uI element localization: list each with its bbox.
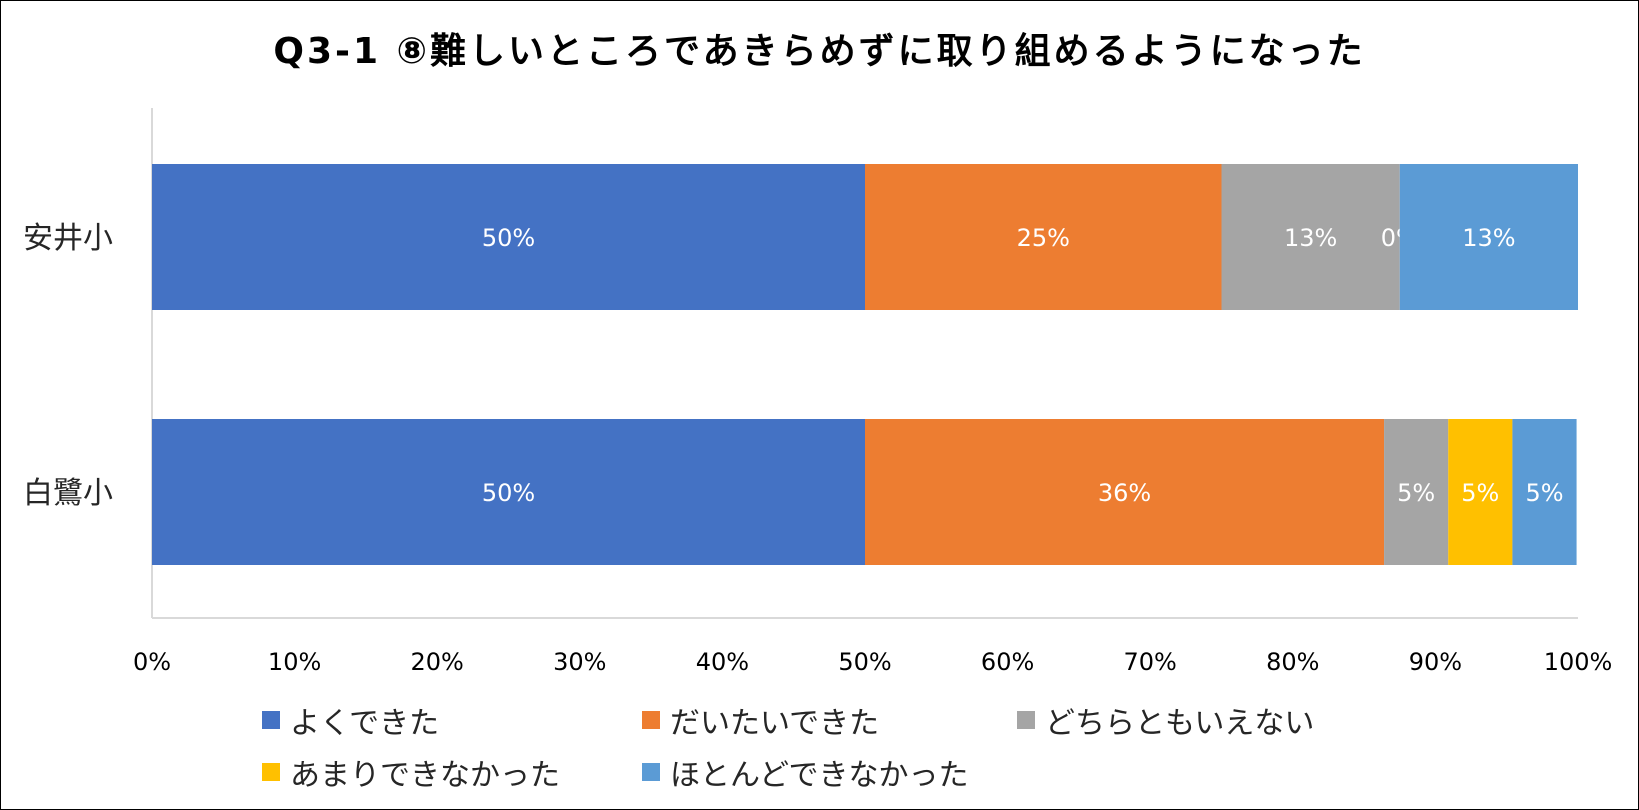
x-tick-label: 80% — [1266, 648, 1319, 676]
x-tick-label: 90% — [1409, 648, 1462, 676]
legend-swatch — [262, 711, 280, 729]
bar-segment — [152, 164, 865, 310]
bar-segment — [865, 419, 1385, 565]
data-label: 5% — [1397, 479, 1435, 507]
data-label: 50% — [482, 224, 535, 252]
bar-segment — [152, 419, 865, 565]
data-label: 36% — [1098, 479, 1151, 507]
legend-item: ほとんどできなかった — [642, 750, 969, 794]
legend-swatch — [1017, 711, 1035, 729]
data-label: 13% — [1462, 224, 1515, 252]
legend-label: どちらともいえない — [1045, 706, 1315, 741]
data-label: 50% — [482, 479, 535, 507]
legend-label: よくできた — [290, 706, 440, 741]
legend-label: だいたいできた — [670, 706, 880, 741]
x-tick-label: 40% — [696, 648, 749, 676]
legend-item: どちらともいえない — [1017, 698, 1314, 742]
x-tick-label: 20% — [411, 648, 464, 676]
data-label: 5% — [1461, 479, 1499, 507]
x-tick-label: 0% — [133, 648, 171, 676]
legend-label: あまりできなかった — [290, 758, 560, 793]
bar-chart: 50%25%13%0%13%安井小50%36%5%5%5%白鷺小0%10%20%… — [23, 108, 1613, 676]
x-tick-label: 50% — [838, 648, 891, 676]
legend-swatch — [262, 763, 280, 781]
x-tick-label: 60% — [981, 648, 1034, 676]
bar-segment — [1512, 419, 1577, 565]
category-label: 白鷺小 — [23, 476, 113, 511]
data-label: 13% — [1284, 224, 1337, 252]
legend-swatch — [642, 711, 660, 729]
x-tick-label: 30% — [553, 648, 606, 676]
data-label: 5% — [1525, 479, 1563, 507]
bar-segment — [1384, 419, 1449, 565]
legend-label: ほとんどできなかった — [670, 758, 969, 793]
legend-item: よくできた — [262, 698, 439, 742]
bar-segment — [865, 164, 1222, 310]
x-tick-label: 100% — [1544, 648, 1613, 676]
category-label: 安井小 — [23, 221, 113, 256]
bar-segment — [1399, 164, 1578, 310]
x-tick-label: 10% — [268, 648, 321, 676]
data-label: 25% — [1017, 224, 1070, 252]
chart-title: Q3-1 ⑧難しいところであきらめずに取り組めるようになった — [273, 31, 1366, 72]
bar-segment — [1448, 419, 1513, 565]
legend-item: あまりできなかった — [262, 750, 560, 794]
legend-swatch — [642, 763, 660, 781]
x-tick-label: 70% — [1124, 648, 1177, 676]
bar-segment — [1221, 164, 1400, 310]
legend-item: だいたいできた — [642, 698, 879, 742]
